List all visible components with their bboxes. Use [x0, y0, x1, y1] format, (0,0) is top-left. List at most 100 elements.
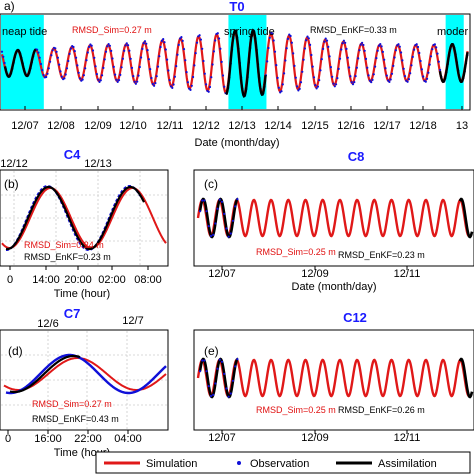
panel-a-xtick-label: 12/14	[264, 120, 292, 132]
series-observation-a-point	[114, 73, 117, 76]
series-observation-a-point	[132, 75, 135, 78]
panel-d: (d) C7 12/6 12/7 RMSD_Sim=0.27 m RMSD_En…	[0, 306, 169, 459]
series-observation-a-point	[338, 57, 342, 60]
series-observation-a-point	[60, 75, 63, 78]
series-observation-a-point	[389, 78, 392, 81]
panel-a-xtick-label: 12/10	[119, 120, 147, 132]
panel-b-top-label-1: 12/12	[0, 158, 28, 170]
panel-a-xtick-label: 13	[456, 120, 468, 132]
series-observation-a-point	[323, 40, 326, 43]
series-observation-a-point	[59, 70, 62, 73]
series-observation-c-point	[201, 199, 204, 202]
series-observation-a-point	[370, 81, 373, 84]
panel-a-title: T0	[229, 0, 244, 14]
panel-b-xtick-label: 20:00	[64, 274, 92, 286]
series-assimilation-c-end	[458, 197, 474, 239]
series-observation-e-point	[223, 372, 226, 375]
series-observation-a-point	[88, 45, 91, 49]
series-observation-a-point	[127, 44, 130, 47]
series-observation-a-point	[281, 83, 284, 86]
panel-d-letter: (d)	[8, 344, 23, 358]
series-observation-a-point	[210, 76, 213, 79]
series-observation-a-point	[186, 81, 189, 84]
panel-a-rmsd-sim: RMSD_Sim=0.27 m	[72, 25, 152, 35]
series-observation-a-point	[346, 56, 349, 59]
panel-e-frame	[193, 329, 474, 431]
series-observation-a-point	[140, 56, 143, 59]
series-observation-a-point	[58, 63, 61, 66]
series-observation-a-point	[318, 79, 321, 82]
panel-a-xtick-label: 12/16	[337, 120, 365, 132]
series-observation-a-point	[354, 75, 357, 78]
series-observation-a-point	[63, 77, 66, 80]
series-observation-a-point	[406, 80, 409, 83]
shaded-period-2	[445, 15, 464, 109]
series-observation-a-point	[116, 80, 119, 83]
panel-a: a) T0 neap tide spring tide moder RMSD_S…	[0, 0, 471, 149]
series-observation-a-point	[136, 80, 139, 83]
series-assimilation-e-end	[458, 357, 474, 399]
series-observation-a-point	[85, 59, 88, 62]
series-observation-a-point	[68, 52, 71, 56]
series-observation-a-point	[125, 42, 128, 45]
series-observation-c-point	[214, 222, 217, 225]
series-observation-a-point	[384, 67, 387, 70]
series-observation-e-point	[216, 367, 219, 370]
series-observation-a-point	[176, 53, 179, 56]
series-observation-c-point	[223, 212, 226, 215]
series-assimilation-a-neap	[3, 48, 37, 78]
series-observation-a-point	[181, 39, 184, 43]
series-observation-a-point	[267, 46, 270, 50]
panel-a-xlabel: Date (month/day)	[195, 137, 280, 149]
series-observation-a-point	[2, 55, 5, 58]
series-observation-a-point	[351, 83, 355, 86]
series-observation-e-point	[205, 370, 208, 373]
series-observation-a-point	[275, 64, 278, 67]
series-observation-a-point	[163, 41, 166, 44]
panel-d-top-label-1: 12/6	[37, 318, 58, 330]
series-observation-a-point	[193, 64, 196, 67]
panel-a-rmsd-enkf: RMSD_EnKF=0.33 m	[310, 25, 397, 35]
series-observation-d	[5, 353, 167, 395]
series-observation-a-point	[218, 37, 221, 40]
series-observation-a-point	[420, 68, 423, 71]
series-observation-a-point	[91, 49, 95, 52]
series-observation-a-point	[333, 85, 336, 88]
series-observation-e-point	[214, 382, 217, 385]
panel-d-plot	[3, 353, 167, 395]
panel-a-xtick-label: 12/18	[409, 120, 437, 132]
series-assimilation-b	[5, 185, 146, 251]
panel-c-letter: (c)	[204, 177, 218, 191]
series-observation-a-point	[98, 80, 101, 83]
series-observation-a-point	[297, 89, 300, 92]
series-observation-a-point	[172, 83, 175, 86]
series-assimilation-a-spring	[225, 28, 267, 99]
series-observation-a-point	[223, 85, 226, 88]
series-observation-a-point	[162, 38, 165, 41]
series-observation-a-point	[380, 45, 383, 48]
series-observation-a-point	[293, 64, 296, 67]
series-observation-e-point	[225, 387, 228, 390]
series-observation-a-point	[400, 51, 403, 54]
series-observation-a-point	[180, 36, 183, 39]
series-observation-a-point	[141, 47, 144, 51]
series-observation-a-point	[337, 67, 340, 70]
series-observation-a-point	[171, 86, 174, 89]
series-observation-a-point	[37, 51, 40, 54]
series-observation-a-point	[355, 66, 358, 69]
series-observation-a-point	[101, 74, 104, 77]
panel-b-plot	[1, 185, 167, 251]
series-observation-a-point	[367, 74, 370, 77]
panel-a-xtick-label: 12/12	[192, 120, 220, 132]
series-observation-e-point	[201, 359, 204, 362]
panel-d-xticks: 0 16:00 22:00 04:00	[5, 430, 142, 445]
series-observation-a-point	[189, 88, 192, 91]
series-observation-a-point	[331, 75, 334, 78]
series-observation-a-point	[375, 57, 378, 60]
panel-d-rmsd-enkf: RMSD_EnKF=0.43 m	[32, 414, 119, 424]
panel-a-xtick-label: 12/15	[301, 120, 329, 132]
series-observation-a-point	[138, 65, 141, 69]
series-observation-c-point	[216, 207, 219, 210]
series-observation-a-point	[164, 48, 167, 51]
series-observation-e-point	[236, 358, 239, 361]
